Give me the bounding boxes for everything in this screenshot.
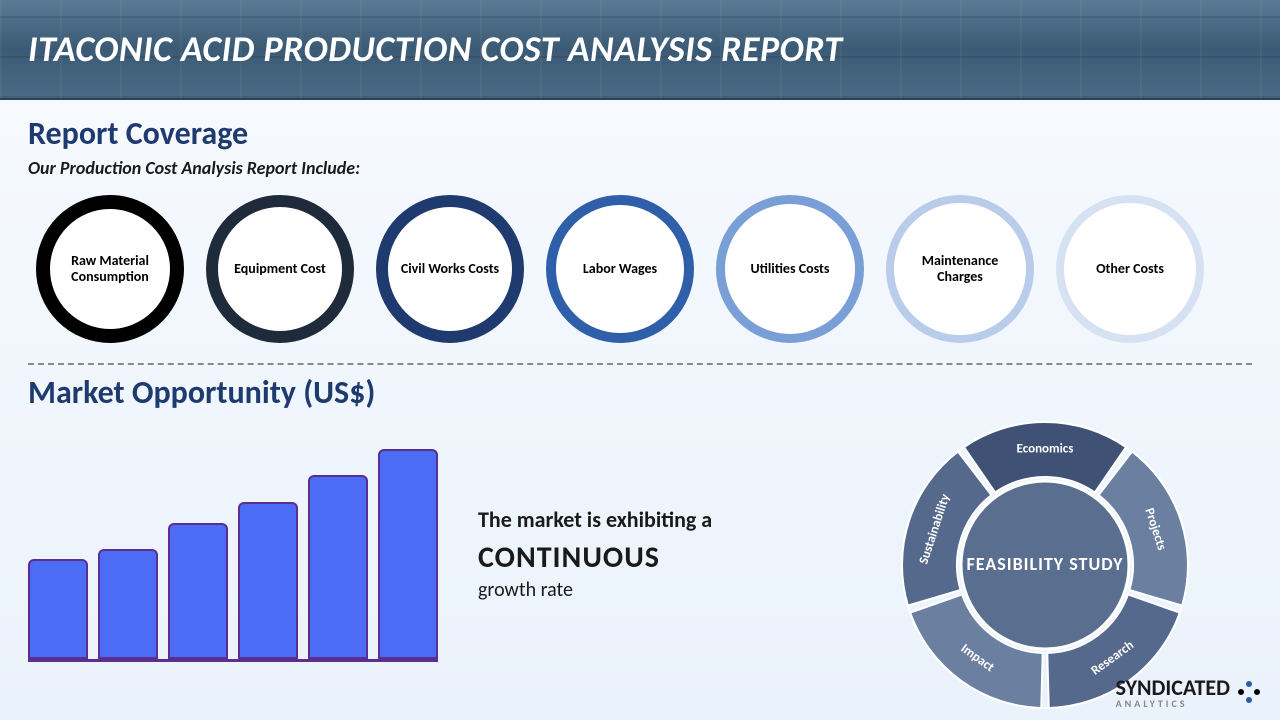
growth-line2: CONTINUOUS: [478, 539, 818, 576]
bar-chart-bar: [28, 559, 88, 659]
bar-chart-bar: [168, 523, 228, 660]
coverage-ring: Labor Wages: [546, 195, 694, 343]
bar-chart-bar: [98, 549, 158, 659]
coverage-ring-label: Equipment Cost: [222, 261, 338, 277]
brand-logo-icon: [1236, 679, 1262, 705]
growth-line3: growth rate: [478, 578, 818, 602]
growth-line1: The market is exhibiting a: [478, 506, 818, 533]
bar-chart: [28, 442, 438, 662]
coverage-ring: Utilities Costs: [716, 195, 864, 343]
page-title: ITACONIC ACID PRODUCTION COST ANALYSIS R…: [0, 27, 843, 71]
wheel-center-label: FEASIBILITY STUDY: [900, 420, 1190, 710]
coverage-ring: Other Costs: [1056, 195, 1204, 343]
bar-chart-container: [28, 426, 458, 662]
bar-chart-bar: [238, 502, 298, 660]
coverage-ring-label: Other Costs: [1084, 261, 1176, 277]
brand-block: SYNDICATED ANALYTICS: [1116, 674, 1262, 710]
bar-chart-bar: [378, 449, 438, 659]
coverage-ring-label: Civil Works Costs: [389, 261, 511, 277]
bar-chart-baseline: [28, 659, 438, 662]
coverage-rings-row: Raw Material Consumption Equipment Cost Ci…: [28, 195, 1252, 357]
title-banner: ITACONIC ACID PRODUCTION COST ANALYSIS R…: [0, 0, 1280, 100]
market-section: Market Opportunity (US$): [0, 365, 1280, 412]
report-coverage-section: Report Coverage Our Production Cost Anal…: [0, 100, 1280, 357]
feasibility-wheel-container: EconomicsProjectsResearchImpactSustainab…: [838, 426, 1252, 710]
coverage-ring-label: Maintenance Charges: [894, 253, 1026, 285]
coverage-subheading: Our Production Cost Analysis Report Incl…: [28, 157, 1252, 179]
lower-row: The market is exhibiting a CONTINUOUS gr…: [0, 416, 1280, 710]
coverage-ring: Maintenance Charges: [886, 195, 1034, 343]
coverage-ring-label: Raw Material Consumption: [50, 253, 170, 285]
growth-text-block: The market is exhibiting a CONTINUOUS gr…: [478, 426, 818, 602]
coverage-ring: Raw Material Consumption: [36, 195, 184, 343]
bar-chart-bar: [308, 475, 368, 659]
coverage-ring: Equipment Cost: [206, 195, 354, 343]
coverage-ring-label: Labor Wages: [571, 261, 669, 277]
coverage-heading: Report Coverage: [28, 114, 1252, 153]
feasibility-wheel: EconomicsProjectsResearchImpactSustainab…: [900, 420, 1190, 710]
coverage-ring: Civil Works Costs: [376, 195, 524, 343]
coverage-ring-label: Utilities Costs: [738, 261, 841, 277]
market-heading: Market Opportunity (US$): [28, 373, 1252, 412]
